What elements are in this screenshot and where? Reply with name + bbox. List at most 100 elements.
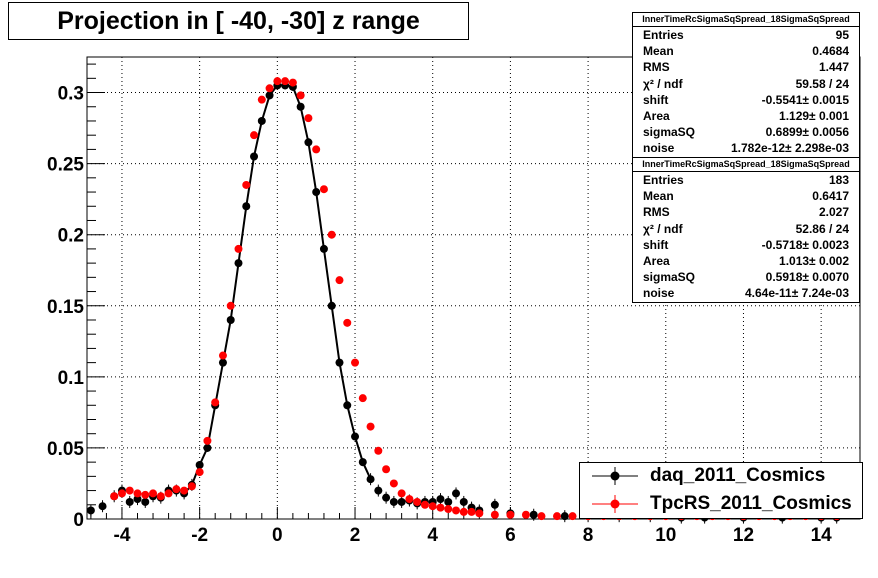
data-point — [257, 116, 266, 125]
data-point — [312, 145, 321, 154]
y-tick-label: 0.05 — [47, 439, 84, 460]
data-point — [211, 398, 220, 407]
data-point — [312, 188, 321, 197]
legend-entry-daq: daq_2011_Cosmics — [580, 463, 862, 490]
stats-row: Area 1.129± 0.001 — [633, 108, 859, 124]
stats-row: Mean 0.6417 — [633, 188, 859, 204]
stats-row: noise 1.782e-12± 2.298e-03 — [633, 140, 859, 156]
data-point — [319, 185, 328, 194]
data-point — [343, 318, 352, 327]
stats-label: Mean — [643, 189, 674, 204]
data-point — [141, 497, 150, 506]
x-tick-label: 12 — [733, 525, 754, 546]
stats-label: Area — [643, 253, 670, 268]
legend-entry-tpcrs: TpcRS_2011_Cosmics — [580, 491, 862, 518]
stats-label: RMS — [643, 60, 670, 75]
data-point — [195, 460, 204, 469]
data-point — [125, 486, 134, 495]
stats-row: χ² / ndf 59.58 / 24 — [633, 76, 859, 92]
data-point — [428, 502, 437, 511]
stats-row: RMS 1.447 — [633, 59, 859, 75]
data-point — [304, 114, 313, 123]
x-tick-label: 8 — [583, 525, 594, 546]
data-point — [133, 489, 142, 498]
stats-value: 0.5918± 0.0070 — [765, 270, 849, 285]
data-point — [358, 458, 367, 467]
stats-row: Mean 0.4684 — [633, 43, 859, 59]
data-point — [203, 436, 212, 445]
legend-marker-red — [592, 495, 638, 513]
stats-label: sigmaSQ — [643, 125, 696, 140]
stats-row: shift -0.5718± 0.0023 — [633, 237, 859, 253]
stats-value: -0.5541± 0.0015 — [761, 92, 849, 107]
data-point — [180, 486, 189, 495]
x-tick-label: 4 — [427, 525, 438, 546]
data-point — [265, 84, 274, 93]
data-point — [560, 512, 569, 521]
data-point — [382, 465, 391, 474]
data-point — [304, 138, 313, 147]
data-point — [257, 95, 266, 104]
data-point — [366, 422, 375, 431]
data-point — [218, 351, 227, 360]
stats-label: Entries — [643, 28, 684, 42]
data-point — [125, 497, 134, 506]
stats-value: 0.6417 — [812, 189, 849, 204]
stats-value: 1.447 — [818, 60, 849, 75]
legend-marker-black — [592, 467, 638, 485]
stats-row: noise 4.64e-11± 7.24e-03 — [633, 285, 859, 301]
data-point — [467, 507, 476, 516]
chart-axes: -4 -2 0 2 4 6 8 10 12 14 0 0.05 0.1 0.15 0.2 0.25 0.3 — [47, 56, 861, 546]
stats-value: 0.4684 — [812, 44, 849, 59]
data-point — [218, 358, 227, 367]
data-point — [86, 506, 95, 515]
data-point — [149, 489, 158, 498]
stats-label: Entries — [643, 173, 684, 187]
y-tick-label: 0.2 — [58, 226, 84, 247]
data-point — [459, 497, 468, 506]
stats-label: χ² / ndf — [643, 221, 683, 236]
data-point — [110, 492, 119, 501]
data-point — [397, 489, 406, 498]
stats-value: 4.64e-11± 7.24e-03 — [744, 286, 849, 301]
data-point — [187, 482, 196, 491]
data-point — [296, 102, 305, 111]
legend-label: TpcRS_2011_Cosmics — [650, 493, 852, 514]
data-point — [335, 358, 344, 367]
stats-value: -0.5718± 0.0023 — [761, 237, 849, 252]
stats-value: 1.129± 0.001 — [779, 108, 849, 123]
data-point — [374, 486, 383, 495]
data-point — [296, 91, 305, 100]
data-point — [273, 77, 282, 86]
data-point — [420, 500, 429, 509]
data-point — [234, 244, 243, 253]
data-point — [537, 512, 546, 521]
y-tick-label: 0.3 — [58, 84, 84, 105]
x-tick-label: -4 — [114, 525, 131, 546]
stats-value: 52.86 / 24 — [795, 221, 849, 236]
data-point — [288, 78, 297, 87]
data-point — [553, 512, 562, 521]
stats-box-daq: InnerTimeRcSigmaSqSpread_18SigmaSqSpread… — [632, 12, 860, 158]
data-point — [319, 244, 328, 253]
data-point — [156, 492, 165, 501]
x-tick-label: 14 — [811, 525, 833, 546]
data-point — [327, 301, 336, 310]
stats-label: noise — [643, 141, 675, 156]
data-point — [444, 497, 453, 506]
x-tick-label: 6 — [505, 525, 516, 546]
data-point — [335, 276, 344, 285]
data-point — [98, 502, 107, 511]
stats-row: RMS 2.027 — [633, 204, 859, 220]
data-point — [382, 493, 391, 502]
x-tick-label: 2 — [350, 525, 361, 546]
data-point — [490, 510, 499, 519]
data-point — [568, 512, 577, 521]
stats-value: 1.782e-12± 2.298e-03 — [730, 141, 849, 156]
x-tick-label: -2 — [191, 525, 208, 546]
data-point — [444, 505, 453, 514]
data-point — [374, 446, 383, 455]
stats-header: InnerTimeRcSigmaSqSpread_18SigmaSqSpread — [633, 13, 859, 27]
legend-label: daq_2011_Cosmics — [650, 465, 826, 486]
data-point — [351, 358, 360, 367]
